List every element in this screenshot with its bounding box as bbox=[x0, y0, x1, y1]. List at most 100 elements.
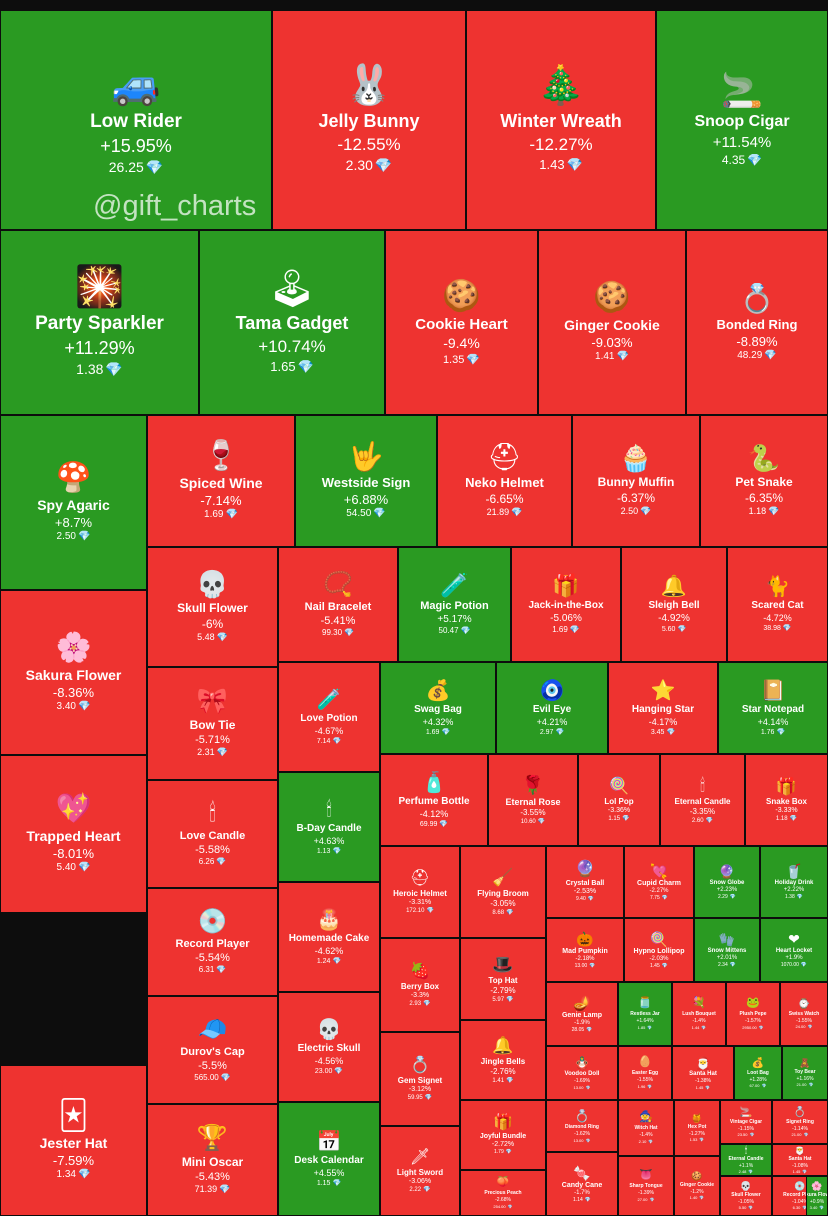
treemap-tile[interactable]: 🕯 Love Candle -5.58% 6.26 💎 bbox=[147, 780, 278, 888]
treemap-tile[interactable]: 💐 Lush Bouquet -1.4% 1.44 💎 bbox=[672, 982, 726, 1046]
treemap-tile[interactable]: 🚬 Vintage Cigar -1.15% 23.50 💎 bbox=[720, 1100, 772, 1144]
treemap-tile[interactable]: 🍭 Hypno Lollipop -2.03% 1.45 💎 bbox=[624, 918, 694, 982]
treemap-tile[interactable]: 🎅 Santa Hat -1.38% 1.45 💎 bbox=[672, 1046, 734, 1100]
treemap-tile[interactable]: 💍 Diamond Ring -1.62% 13.00 💎 bbox=[546, 1100, 618, 1152]
treemap-tile[interactable]: 💀 Skull Flower -1.05% 5.50 💎 bbox=[720, 1176, 772, 1216]
treemap-tile[interactable]: 🎁 Snake Box -3.33% 1.18 💎 bbox=[745, 754, 828, 846]
treemap-tile[interactable]: 🧪 Love Potion -4.67% 7.14 💎 bbox=[278, 662, 380, 772]
treemap-tile[interactable]: 🧴 Perfume Bottle -4.12% 69.99 💎 bbox=[380, 754, 488, 846]
treemap-tile[interactable]: 💍 Bonded Ring -8.89% 48.29 💎 bbox=[686, 230, 828, 415]
treemap-tile[interactable]: 🍪 Ginger Cookie -9.03% 1.41 💎 bbox=[538, 230, 686, 415]
treemap-tile[interactable]: 🎂 Homemade Cake -4.62% 1.24 💎 bbox=[278, 882, 380, 992]
treemap-tile[interactable]: 🐸 Plush Pepe -1.57% 2950.00 💎 bbox=[726, 982, 780, 1046]
treemap-tile[interactable]: 🪆 Voodoo Doll -1.69% 13.00 💎 bbox=[546, 1046, 618, 1100]
treemap-tile[interactable]: ⛑ Heroic Helmet -3.31% 172.10 💎 bbox=[380, 846, 460, 938]
treemap-tile[interactable]: 💍 Gem Signet -3.12% 59.95 💎 bbox=[380, 1032, 460, 1126]
treemap-tile[interactable]: 💘 Cupid Charm -2.27% 7.75 💎 bbox=[624, 846, 694, 918]
tile-name: Record Player bbox=[175, 938, 250, 950]
treemap-tile[interactable]: 🍑 Precious Peach -2.68% 254.00 💎 bbox=[460, 1170, 546, 1216]
treemap-tile[interactable]: 🕹 Tama Gadget +10.74% 1.65 💎 bbox=[199, 230, 385, 415]
treemap-tile[interactable]: 🕯 Eternal Candle +1.1% 2.48 💎 bbox=[720, 1144, 772, 1176]
treemap-tile[interactable]: 👅 Sharp Tongue -1.39% 27.00 💎 bbox=[618, 1156, 674, 1216]
treemap-tile[interactable]: 💖 Trapped Heart -8.01% 5.40 💎 bbox=[0, 755, 147, 913]
treemap-tile[interactable]: 💀 Electric Skull -4.56% 23.00 💎 bbox=[278, 992, 380, 1102]
treemap-tile[interactable]: 🪔 Genie Lamp -1.9% 28.05 💎 bbox=[546, 982, 618, 1046]
treemap-tile[interactable]: 📿 Nail Bracelet -5.41% 99.30 💎 bbox=[278, 547, 398, 662]
treemap-tile[interactable]: 🐰 Jelly Bunny -12.55% 2.30 💎 bbox=[272, 10, 466, 230]
tile-change: -2.68% bbox=[495, 1196, 511, 1203]
treemap-tile[interactable]: 🎄 Winter Wreath -12.27% 1.43 💎 bbox=[466, 10, 656, 230]
treemap-tile[interactable]: 🔔 Sleigh Bell -4.92% 5.60 💎 bbox=[621, 547, 727, 662]
treemap-tile[interactable]: 🍭 Lol Pop -3.36% 1.15 💎 bbox=[578, 754, 660, 846]
treemap-tile[interactable]: 🔮 Crystal Ball -2.53% 9.40 💎 bbox=[546, 846, 624, 918]
tile-price: 1.40 💎 bbox=[690, 1195, 705, 1200]
treemap-tile[interactable]: 🍷 Spiced Wine -7.14% 1.69 💎 bbox=[147, 415, 295, 547]
treemap-tile[interactable]: 📅 Desk Calendar +4.55% 1.15 💎 bbox=[278, 1102, 380, 1216]
treemap-tile[interactable]: 🚙 Low Rider +15.95% 26.25 💎 bbox=[0, 10, 272, 230]
treemap-tile[interactable]: 🚬 Snoop Cigar +11.54% 4.35 💎 bbox=[656, 10, 828, 230]
treemap-tile[interactable]: 🍪 Cookie Heart -9.4% 1.35 💎 bbox=[385, 230, 538, 415]
treemap-tile[interactable]: 🧸 Toy Bear +1.16% 21.00 💎 bbox=[782, 1046, 828, 1100]
diamond-icon: 💎 bbox=[332, 1179, 342, 1187]
treemap-tile[interactable]: 🧙 Witch Hat -1.4% 2.10 💎 bbox=[618, 1100, 674, 1156]
treemap-tile[interactable]: 🧢 Durov's Cap -5.5% 565.00 💎 bbox=[147, 996, 278, 1104]
treemap-tile[interactable]: 💰 Loot Bag +1.28% 67.00 💎 bbox=[734, 1046, 782, 1100]
treemap-tile[interactable]: 🧪 Magic Potion +5.17% 50.47 💎 bbox=[398, 547, 511, 662]
treemap-tile[interactable]: 🎁 Jack-in-the-Box -5.06% 1.69 💎 bbox=[511, 547, 621, 662]
tile-name: Party Sparkler bbox=[35, 313, 164, 334]
treemap-tile[interactable]: 🧁 Bunny Muffin -6.37% 2.50 💎 bbox=[572, 415, 700, 547]
treemap-tile[interactable]: ⌚ Swiss Watch -1.55% 24.00 💎 bbox=[780, 982, 828, 1046]
treemap-tile[interactable]: 🌸Sakura Flower+0.9%3.40💎 bbox=[806, 1176, 828, 1216]
treemap-tile[interactable]: 🍓 Berry Box -3.3% 2.93 💎 bbox=[380, 938, 460, 1032]
treemap-tile[interactable]: 🎅 Santa Hat -1.08% 1.45 💎 bbox=[772, 1144, 828, 1176]
treemap-tile[interactable]: 🥤 Holiday Drink +2.22% 1.38 💎 bbox=[760, 846, 828, 918]
treemap-tile[interactable]: 🕯 Eternal Candle -3.35% 2.60 💎 bbox=[660, 754, 745, 846]
treemap-tile[interactable]: 🐍 Pet Snake -6.35% 1.18 💎 bbox=[700, 415, 828, 547]
jingle-bells-icon: 🔔 bbox=[492, 1035, 514, 1055]
tile-change: -6.37% bbox=[616, 491, 656, 505]
treemap-tile[interactable]: 🎀 Bow Tie -5.71% 2.31 💎 bbox=[147, 667, 278, 780]
treemap-tile[interactable]: 🎇 Party Sparkler +11.29% 1.38 💎 bbox=[0, 230, 199, 415]
berry-box-icon: 🍓 bbox=[410, 962, 430, 980]
treemap-tile[interactable]: 🤟 Westside Sign +6.88% 54.50 💎 bbox=[295, 415, 437, 547]
treemap-tile[interactable]: 🥚 Easter Egg -1.55% 1.96 💎 bbox=[618, 1046, 672, 1100]
treemap-tile[interactable]: 🧿 Evil Eye +4.21% 2.97 💎 bbox=[496, 662, 608, 754]
treemap-tile[interactable]: 🌹 Eternal Rose -3.55% 10.60 💎 bbox=[488, 754, 578, 846]
treemap-tile[interactable]: 🐈 Scared Cat -4.72% 38.98 💎 bbox=[727, 547, 828, 662]
genie-lamp-icon: 🪔 bbox=[573, 994, 591, 1011]
tile-price-value: 2.30 bbox=[345, 157, 373, 173]
treemap-tile[interactable]: 🗡 Light Sword -3.06% 2.22 💎 bbox=[380, 1126, 460, 1216]
treemap-tile[interactable]: 📔 Star Notepad +4.14% 1.76 💎 bbox=[718, 662, 828, 754]
tile-price: 71.39 💎 bbox=[195, 1184, 231, 1195]
tile-name: Desk Calendar bbox=[294, 1154, 364, 1166]
treemap-tile[interactable]: 🧹 Flying Broom -3.05% 8.68 💎 bbox=[460, 846, 546, 938]
treemap-tile[interactable]: 💍 Signet Ring -1.14% 21.00 💎 bbox=[772, 1100, 828, 1144]
treemap-tile[interactable]: 🏆 Mini Oscar -5.43% 71.39 💎 bbox=[147, 1104, 278, 1216]
tile-change: -3.33% bbox=[775, 807, 798, 814]
treemap-tile[interactable]: 🃏 Jester Hat -7.59% 1.34 💎 bbox=[0, 1065, 147, 1216]
treemap-tile[interactable]: 🎩 Top Hat -2.79% 5.97 💎 bbox=[460, 938, 546, 1020]
treemap-tile[interactable]: 🍄 Spy Agaric +8.7% 2.50 💎 bbox=[0, 415, 147, 590]
tile-price-value: 48.29 bbox=[737, 349, 763, 361]
treemap-tile[interactable]: 💿 Record Player -5.54% 6.31 💎 bbox=[147, 888, 278, 996]
tile-name: Skull Flower bbox=[177, 601, 248, 615]
treemap-tile[interactable]: 🧤 Snow Mittens +2.01% 2.34 💎 bbox=[694, 918, 760, 982]
treemap-tile[interactable]: 🍬 Candy Cane -1.7% 1.14 💎 bbox=[546, 1152, 618, 1216]
treemap-tile[interactable]: 🍪 Ginger Cookie -1.2% 1.40 💎 bbox=[674, 1156, 720, 1216]
treemap-tile[interactable]: 💀 Skull Flower -6% 5.48 💎 bbox=[147, 547, 278, 667]
tile-name: Neko Helmet bbox=[465, 475, 544, 490]
treemap-tile[interactable]: ⛑ Neko Helmet -6.65% 21.89 💎 bbox=[437, 415, 572, 547]
treemap-tile[interactable]: 🔮 Snow Globe +2.23% 2.29 💎 bbox=[694, 846, 760, 918]
treemap-tile[interactable]: ⭐ Hanging Star -4.17% 3.45 💎 bbox=[608, 662, 718, 754]
treemap-tile[interactable]: 🌸 Sakura Flower -8.36% 3.40 💎 bbox=[0, 590, 147, 755]
treemap-tile[interactable]: 🫙 Restless Jar +1.64% 1.85 💎 bbox=[618, 982, 672, 1046]
treemap-tile[interactable]: 🕯 B-Day Candle +4.63% 1.13 💎 bbox=[278, 772, 380, 882]
treemap-tile[interactable]: 🎃 Mad Pumpkin -2.18% 13.00 💎 bbox=[546, 918, 624, 982]
treemap-tile[interactable]: 🎁 Joyful Bundle -2.72% 1.79 💎 bbox=[460, 1100, 546, 1170]
treemap-tile[interactable]: ❤ Heart Locket +1.9% 1070.00 💎 bbox=[760, 918, 828, 982]
treemap-tile[interactable]: 🍯 Hex Pot -1.27% 1.53 💎 bbox=[674, 1100, 720, 1156]
treemap-tile[interactable]: 💰 Swag Bag +4.32% 1.69 💎 bbox=[380, 662, 496, 754]
tile-change: +4.14% bbox=[757, 716, 789, 727]
tile-price-value: 28.05 bbox=[571, 1026, 585, 1033]
treemap-tile[interactable]: 🔔 Jingle Bells -2.76% 1.41 💎 bbox=[460, 1020, 546, 1100]
